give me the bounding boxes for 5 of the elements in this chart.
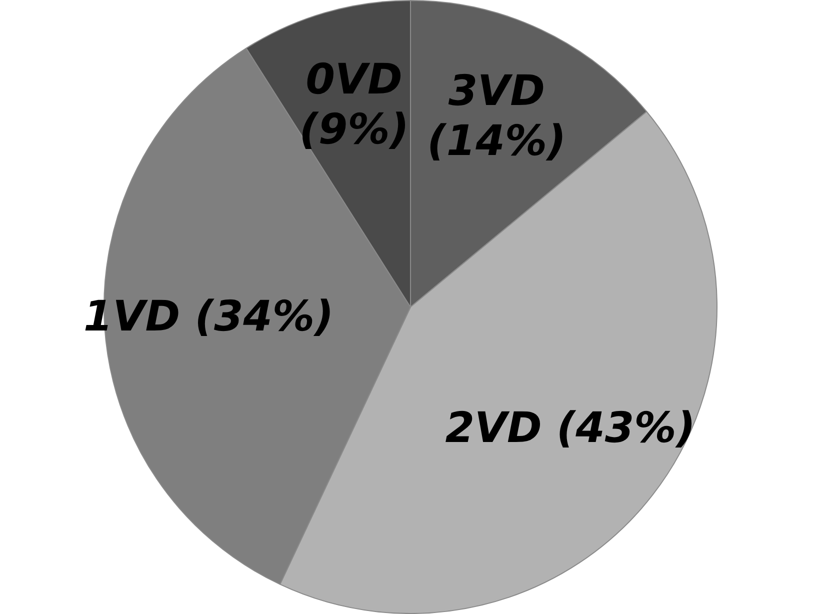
data-label: (9%) xyxy=(299,104,409,154)
slice-label: 0VD xyxy=(306,54,402,104)
slice-label: 2VD (43%) xyxy=(445,402,696,452)
slice-label: 3VD xyxy=(448,66,545,115)
data-label: (14%) xyxy=(427,116,566,165)
